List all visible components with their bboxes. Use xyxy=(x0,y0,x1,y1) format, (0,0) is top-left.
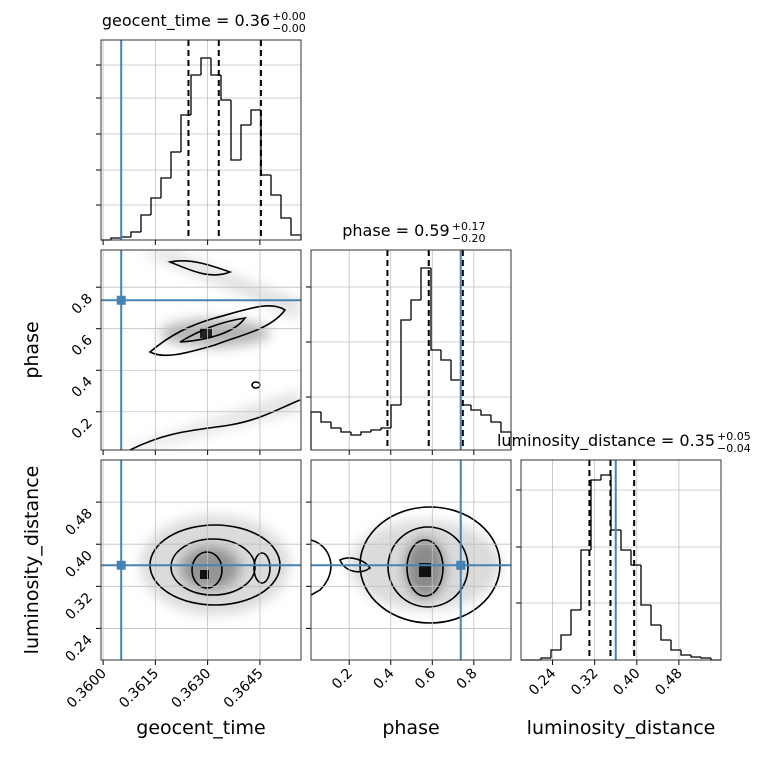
histogram-bin xyxy=(280,195,291,219)
panel-frame xyxy=(100,39,302,241)
histogram-bin xyxy=(600,474,611,480)
histogram-bin xyxy=(670,640,681,651)
histogram-bin xyxy=(630,550,641,566)
x-tick-label: 0.8 xyxy=(454,666,481,693)
panel-title: geocent_time = 0.36 xyxy=(102,11,270,31)
truth-marker xyxy=(116,560,126,570)
x-tick-label: 0.4 xyxy=(371,665,398,692)
y-tick-label: 0.48 xyxy=(62,506,95,539)
histogram-bin xyxy=(310,411,321,450)
truth-marker xyxy=(116,295,126,305)
x-tick-label: 0.2 xyxy=(329,666,356,693)
x-tick-label: 0.3615 xyxy=(116,666,162,712)
x-tick-label: 0.6 xyxy=(412,665,439,692)
histogram-bin xyxy=(340,428,351,433)
histogram-bin xyxy=(580,549,591,610)
title-minus: −0.04 xyxy=(717,442,751,455)
histogram-bin xyxy=(550,649,561,658)
histogram-bin xyxy=(290,218,302,240)
histogram-bin xyxy=(680,650,691,656)
histogram-bin xyxy=(270,175,281,196)
histogram-bin xyxy=(250,109,261,125)
histogram-bin xyxy=(390,404,401,428)
x-tick-label: 0.32 xyxy=(568,666,601,699)
histogram-bin xyxy=(690,655,701,658)
panel-frame xyxy=(100,459,302,661)
histogram-bin xyxy=(420,267,431,300)
histogram-bin xyxy=(370,429,381,432)
y-tick-label: 0.2 xyxy=(69,415,96,442)
histogram-bin xyxy=(480,410,491,416)
histogram-bin xyxy=(130,231,141,237)
histogram-bin xyxy=(440,350,451,361)
histogram-bin xyxy=(190,74,201,115)
histogram-bin xyxy=(400,319,411,405)
y-axis-label: phase xyxy=(21,321,43,378)
histogram-bin xyxy=(410,299,421,320)
histogram-bin xyxy=(180,114,191,152)
panel-title: luminosity_distance = 0.35 xyxy=(497,431,715,451)
panel-frame xyxy=(520,459,722,661)
histogram-bin xyxy=(430,268,441,351)
histogram-bin xyxy=(570,609,581,635)
histogram-bin xyxy=(150,197,161,215)
histogram-bin xyxy=(120,236,131,238)
histogram-bin xyxy=(380,427,391,430)
x-tick-label: 0.48 xyxy=(652,666,685,699)
histogram-bin xyxy=(650,605,661,626)
title-plus: +0.17 xyxy=(452,220,486,233)
y-axis-label: luminosity_distance xyxy=(21,466,43,655)
histogram-bin xyxy=(330,422,341,429)
histogram-bin xyxy=(470,405,481,411)
x-tick-label: 0.40 xyxy=(610,666,643,699)
x-tick-label: 0.3645 xyxy=(221,666,267,712)
histogram-bin xyxy=(660,625,671,641)
panel-frame xyxy=(310,249,512,451)
y-tick-label: 0.4 xyxy=(69,374,96,401)
panel-title: phase = 0.59 xyxy=(342,221,449,240)
histogram-bin xyxy=(360,431,371,435)
title-minus: −0.20 xyxy=(452,232,486,245)
title-minus: −0.00 xyxy=(272,22,306,35)
histogram-bin xyxy=(320,412,331,423)
histogram-bin xyxy=(170,151,181,178)
x-axis-label: geocent_time xyxy=(136,717,265,739)
histogram-bin xyxy=(230,100,241,161)
histogram-bin xyxy=(540,657,551,660)
y-tick-label: 0.40 xyxy=(62,548,95,581)
x-tick-label: 0.3630 xyxy=(168,666,214,712)
histogram-bin xyxy=(700,657,711,659)
histogram-bin xyxy=(160,177,171,198)
x-tick-label: 0.24 xyxy=(526,665,559,698)
histogram-bin xyxy=(140,214,151,232)
title-plus: +0.05 xyxy=(717,430,751,443)
panel-frame xyxy=(100,249,302,451)
panel-frame xyxy=(310,459,512,661)
histogram-bin xyxy=(590,479,601,550)
histogram-bin xyxy=(200,57,211,75)
density xyxy=(120,250,301,450)
histogram-bin xyxy=(640,565,651,606)
histogram-bin xyxy=(450,360,461,381)
x-axis-label: luminosity_distance xyxy=(527,717,716,739)
x-axis-label: phase xyxy=(382,717,439,739)
histogram-bin xyxy=(240,124,251,160)
title-plus: +0.00 xyxy=(272,10,306,23)
histogram-bin xyxy=(210,58,221,76)
y-tick-label: 0.32 xyxy=(62,590,95,623)
histogram-bin xyxy=(350,432,361,436)
histogram-bin xyxy=(220,75,231,101)
histogram-bin xyxy=(260,110,271,176)
truth-marker xyxy=(456,560,466,570)
histogram-bin xyxy=(490,415,501,423)
y-tick-label: 0.24 xyxy=(62,632,95,665)
histogram-bin xyxy=(620,530,631,551)
y-tick-label: 0.8 xyxy=(69,291,96,318)
histogram-bin xyxy=(560,634,571,650)
y-tick-label: 0.6 xyxy=(69,332,96,359)
histogram-bin xyxy=(110,237,121,240)
x-tick-label: 0.3600 xyxy=(64,666,110,712)
